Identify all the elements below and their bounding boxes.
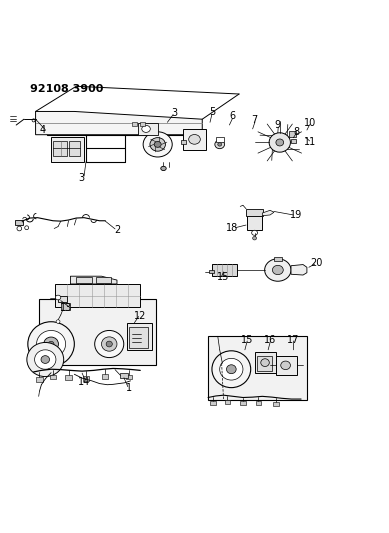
Text: 2: 2 — [114, 225, 120, 235]
Bar — [273, 402, 279, 406]
Ellipse shape — [150, 138, 165, 151]
Text: 17: 17 — [287, 335, 300, 345]
Bar — [209, 270, 214, 273]
Text: 3: 3 — [78, 173, 84, 183]
Bar — [256, 401, 261, 405]
Bar — [291, 139, 296, 143]
Ellipse shape — [27, 343, 64, 377]
Ellipse shape — [220, 358, 243, 380]
Text: 13: 13 — [60, 303, 72, 312]
Text: 16: 16 — [264, 335, 276, 345]
Bar — [83, 376, 89, 381]
Text: 4: 4 — [40, 125, 46, 135]
Text: 12: 12 — [134, 311, 146, 321]
Bar — [208, 336, 307, 400]
Text: 6: 6 — [230, 111, 236, 122]
Text: 1: 1 — [126, 383, 132, 393]
Bar — [58, 296, 67, 302]
Bar — [76, 277, 92, 283]
Ellipse shape — [276, 139, 284, 146]
Bar — [120, 373, 128, 378]
Text: 11: 11 — [303, 138, 316, 148]
Polygon shape — [35, 111, 202, 135]
Text: 3: 3 — [171, 108, 177, 118]
Ellipse shape — [56, 320, 60, 324]
Text: 8: 8 — [293, 127, 299, 137]
Text: 20: 20 — [310, 259, 323, 269]
Ellipse shape — [189, 134, 200, 144]
Bar — [39, 300, 156, 365]
Bar — [16, 220, 23, 224]
Bar — [68, 141, 80, 156]
Bar — [256, 356, 272, 371]
Ellipse shape — [281, 361, 291, 369]
Bar — [96, 277, 111, 283]
Bar — [216, 137, 224, 142]
Bar — [127, 322, 152, 350]
Text: 5: 5 — [209, 107, 215, 117]
Bar — [50, 375, 56, 379]
Bar — [276, 356, 297, 375]
Ellipse shape — [161, 166, 166, 171]
Bar — [289, 131, 296, 136]
Bar — [254, 352, 276, 373]
Ellipse shape — [106, 341, 112, 347]
Bar — [53, 141, 67, 156]
Polygon shape — [262, 211, 274, 216]
Ellipse shape — [261, 359, 269, 367]
Bar — [133, 122, 137, 126]
Ellipse shape — [252, 237, 256, 240]
Ellipse shape — [95, 330, 124, 358]
Bar — [138, 123, 158, 135]
Ellipse shape — [142, 125, 150, 132]
Ellipse shape — [55, 295, 61, 300]
Text: 15: 15 — [241, 335, 253, 345]
Bar — [65, 375, 72, 380]
Ellipse shape — [154, 141, 161, 147]
Ellipse shape — [265, 259, 291, 281]
Text: 7: 7 — [251, 115, 258, 125]
Ellipse shape — [28, 322, 74, 366]
Bar — [274, 257, 282, 261]
Ellipse shape — [212, 351, 251, 387]
Text: 15: 15 — [217, 272, 230, 282]
Ellipse shape — [44, 337, 58, 351]
Ellipse shape — [226, 365, 236, 374]
Ellipse shape — [218, 143, 222, 146]
Text: 9: 9 — [275, 120, 281, 130]
Text: 18: 18 — [226, 223, 238, 233]
Ellipse shape — [252, 230, 258, 235]
Ellipse shape — [48, 341, 54, 347]
Bar — [129, 327, 148, 348]
Bar — [140, 122, 145, 126]
Bar — [240, 401, 246, 405]
Ellipse shape — [143, 132, 172, 157]
Ellipse shape — [269, 133, 291, 152]
Bar — [102, 374, 109, 379]
Text: 92108 3900: 92108 3900 — [30, 84, 103, 94]
Ellipse shape — [215, 140, 224, 149]
Bar — [181, 140, 186, 144]
Bar — [183, 129, 206, 150]
Text: 14: 14 — [78, 377, 91, 386]
Bar — [61, 303, 70, 310]
Bar — [51, 136, 84, 162]
Text: 10: 10 — [303, 118, 316, 128]
Polygon shape — [291, 264, 307, 275]
Bar — [126, 375, 132, 379]
Polygon shape — [70, 276, 117, 284]
Ellipse shape — [102, 337, 117, 351]
Ellipse shape — [35, 350, 56, 369]
Bar — [212, 264, 237, 276]
Bar — [247, 216, 262, 230]
Ellipse shape — [272, 265, 283, 274]
Bar — [225, 400, 230, 403]
Ellipse shape — [37, 330, 66, 358]
Ellipse shape — [41, 356, 49, 364]
Bar — [36, 377, 42, 382]
Bar — [210, 401, 216, 405]
Bar — [55, 284, 140, 307]
Text: 19: 19 — [290, 209, 302, 220]
Bar — [246, 209, 263, 216]
